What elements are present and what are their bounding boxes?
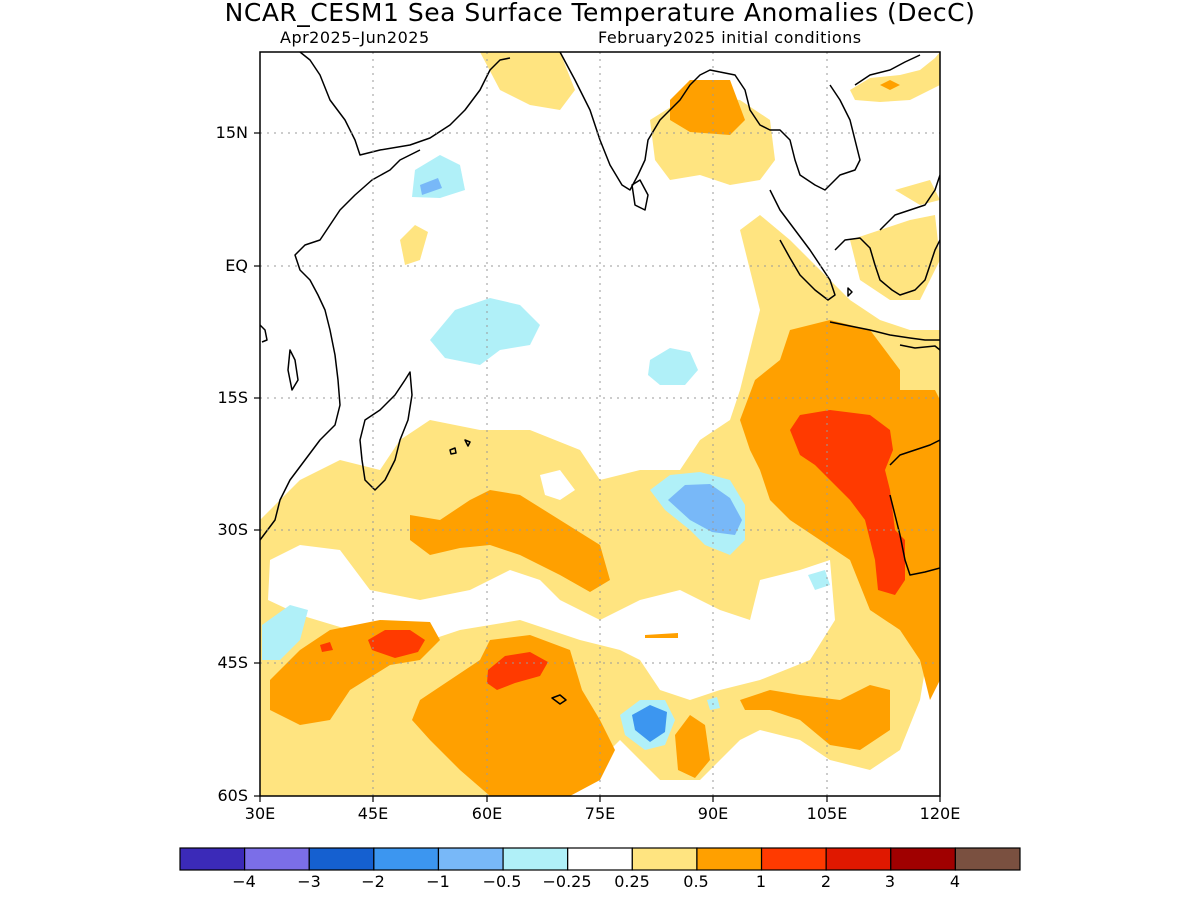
colorbar-swatch [890,847,956,871]
anomaly-neg-1-2 [632,705,667,742]
y-label-45s: 45S [217,653,248,672]
colorbar-label: −0.25 [542,872,592,891]
colorbar-swatch [179,847,246,871]
x-label-45e: 45E [357,804,389,823]
colorbar [179,847,1021,871]
colorbar-label: −0.5 [482,872,522,891]
anomaly-1-2 [320,410,905,690]
colorbar-label: −1 [426,872,450,891]
colorbar-label: −4 [232,872,256,891]
colorbar-swatch [308,847,375,871]
colorbar-swatch [760,847,827,871]
colorbar-swatch [502,847,569,871]
anomaly-neg-0.5-1 [420,178,742,535]
y-label-60s: 60S [217,786,248,805]
x-label-60e: 60E [471,804,503,823]
colorbar-label: 0.5 [683,872,709,891]
y-label-eq: EQ [225,256,248,275]
x-label-75e: 75E [584,804,616,823]
anomaly-near-zero [268,470,835,700]
colorbar-label: 2 [820,872,832,891]
colorbar-label: −3 [297,872,321,891]
initial-conditions: February2025 initial conditions [598,28,862,47]
colorbar-label: 1 [755,872,767,891]
colorbar-label: 4 [949,872,961,891]
gridlines [260,52,940,796]
colorbar-swatch [437,847,504,871]
colorbar-swatch [825,847,892,871]
colorbar-label: −2 [361,872,385,891]
colorbar-label: 0.25 [614,872,650,891]
colorbar-swatch [696,847,763,871]
x-label-90e: 90E [697,804,729,823]
colorbar-swatch [373,847,440,871]
map-title: NCAR_CESM1 Sea Surface Temperature Anoma… [224,0,976,27]
colorbar-swatch [631,847,698,871]
y-label-30s: 30S [217,520,248,539]
y-label-15n: 15N [215,123,248,142]
coastlines [260,52,940,705]
colorbar-swatch [244,847,310,871]
colorbar-swatch [954,847,1021,871]
forecast-period: Apr2025–Jun2025 [280,28,430,47]
y-label-15s: 15S [217,388,248,407]
x-label-30e: 30E [244,804,276,823]
colorbar-label: 3 [884,872,896,891]
colorbar-swatch [567,847,633,871]
x-label-120e: 120E [919,804,961,823]
x-label-105e: 105E [806,804,848,823]
anomaly-0.5-1 [270,80,940,796]
axis-ticks [254,132,941,802]
